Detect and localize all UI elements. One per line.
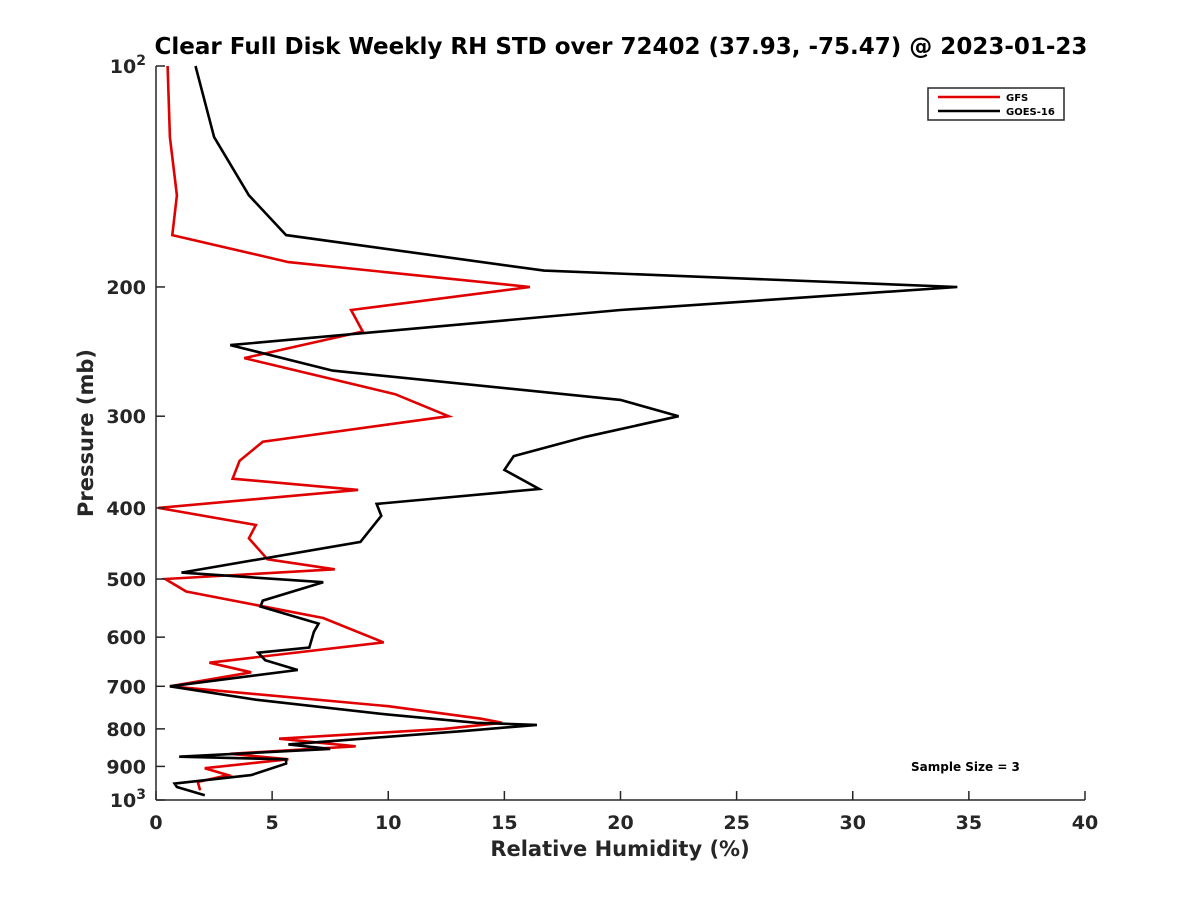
- y-tick-label: 400: [106, 498, 146, 520]
- x-tick-label: 25: [723, 812, 749, 834]
- y-tick-label: 700: [106, 676, 146, 698]
- y-tick-label: 500: [106, 569, 146, 591]
- y-tick-label: 103: [110, 787, 146, 812]
- y-tick-label: 300: [106, 406, 146, 428]
- y-tick-label: 102: [110, 53, 146, 78]
- y-tick-label: 600: [106, 627, 146, 649]
- x-tick-label: 40: [1072, 812, 1098, 834]
- series-layer: [158, 65, 958, 797]
- y-tick-label: 200: [106, 277, 146, 299]
- x-tick-label: 20: [607, 812, 633, 834]
- chart-title: Clear Full Disk Weekly RH STD over 72402…: [155, 34, 1088, 60]
- y-tick-label: 800: [106, 719, 146, 741]
- legend-label-goes16: GOES-16: [1006, 107, 1055, 118]
- y-tick-label: 900: [106, 756, 146, 778]
- x-tick-label: 15: [491, 812, 517, 834]
- x-tick-label: 0: [149, 812, 162, 834]
- x-tick-label: 35: [956, 812, 982, 834]
- series-line-gfs: [158, 65, 531, 791]
- series-line-goes16: [169, 65, 958, 797]
- x-tick-label: 5: [266, 812, 279, 834]
- x-tick-label: 30: [840, 812, 866, 834]
- legend-box: [927, 87, 1065, 121]
- x-tick-label: 10: [375, 812, 401, 834]
- sample-size-annotation: Sample Size = 3: [911, 760, 1020, 774]
- y-axis-label: Pressure (mb): [74, 349, 98, 517]
- legend: GFS GOES-16: [927, 87, 1065, 121]
- ticks-layer: 0 5 10 15 20 25 30 35 40 102 200 300 400 500 600 700 800…: [106, 53, 1098, 834]
- legend-label-gfs: GFS: [1006, 93, 1028, 104]
- x-axis-label: Relative Humidity (%): [490, 837, 749, 861]
